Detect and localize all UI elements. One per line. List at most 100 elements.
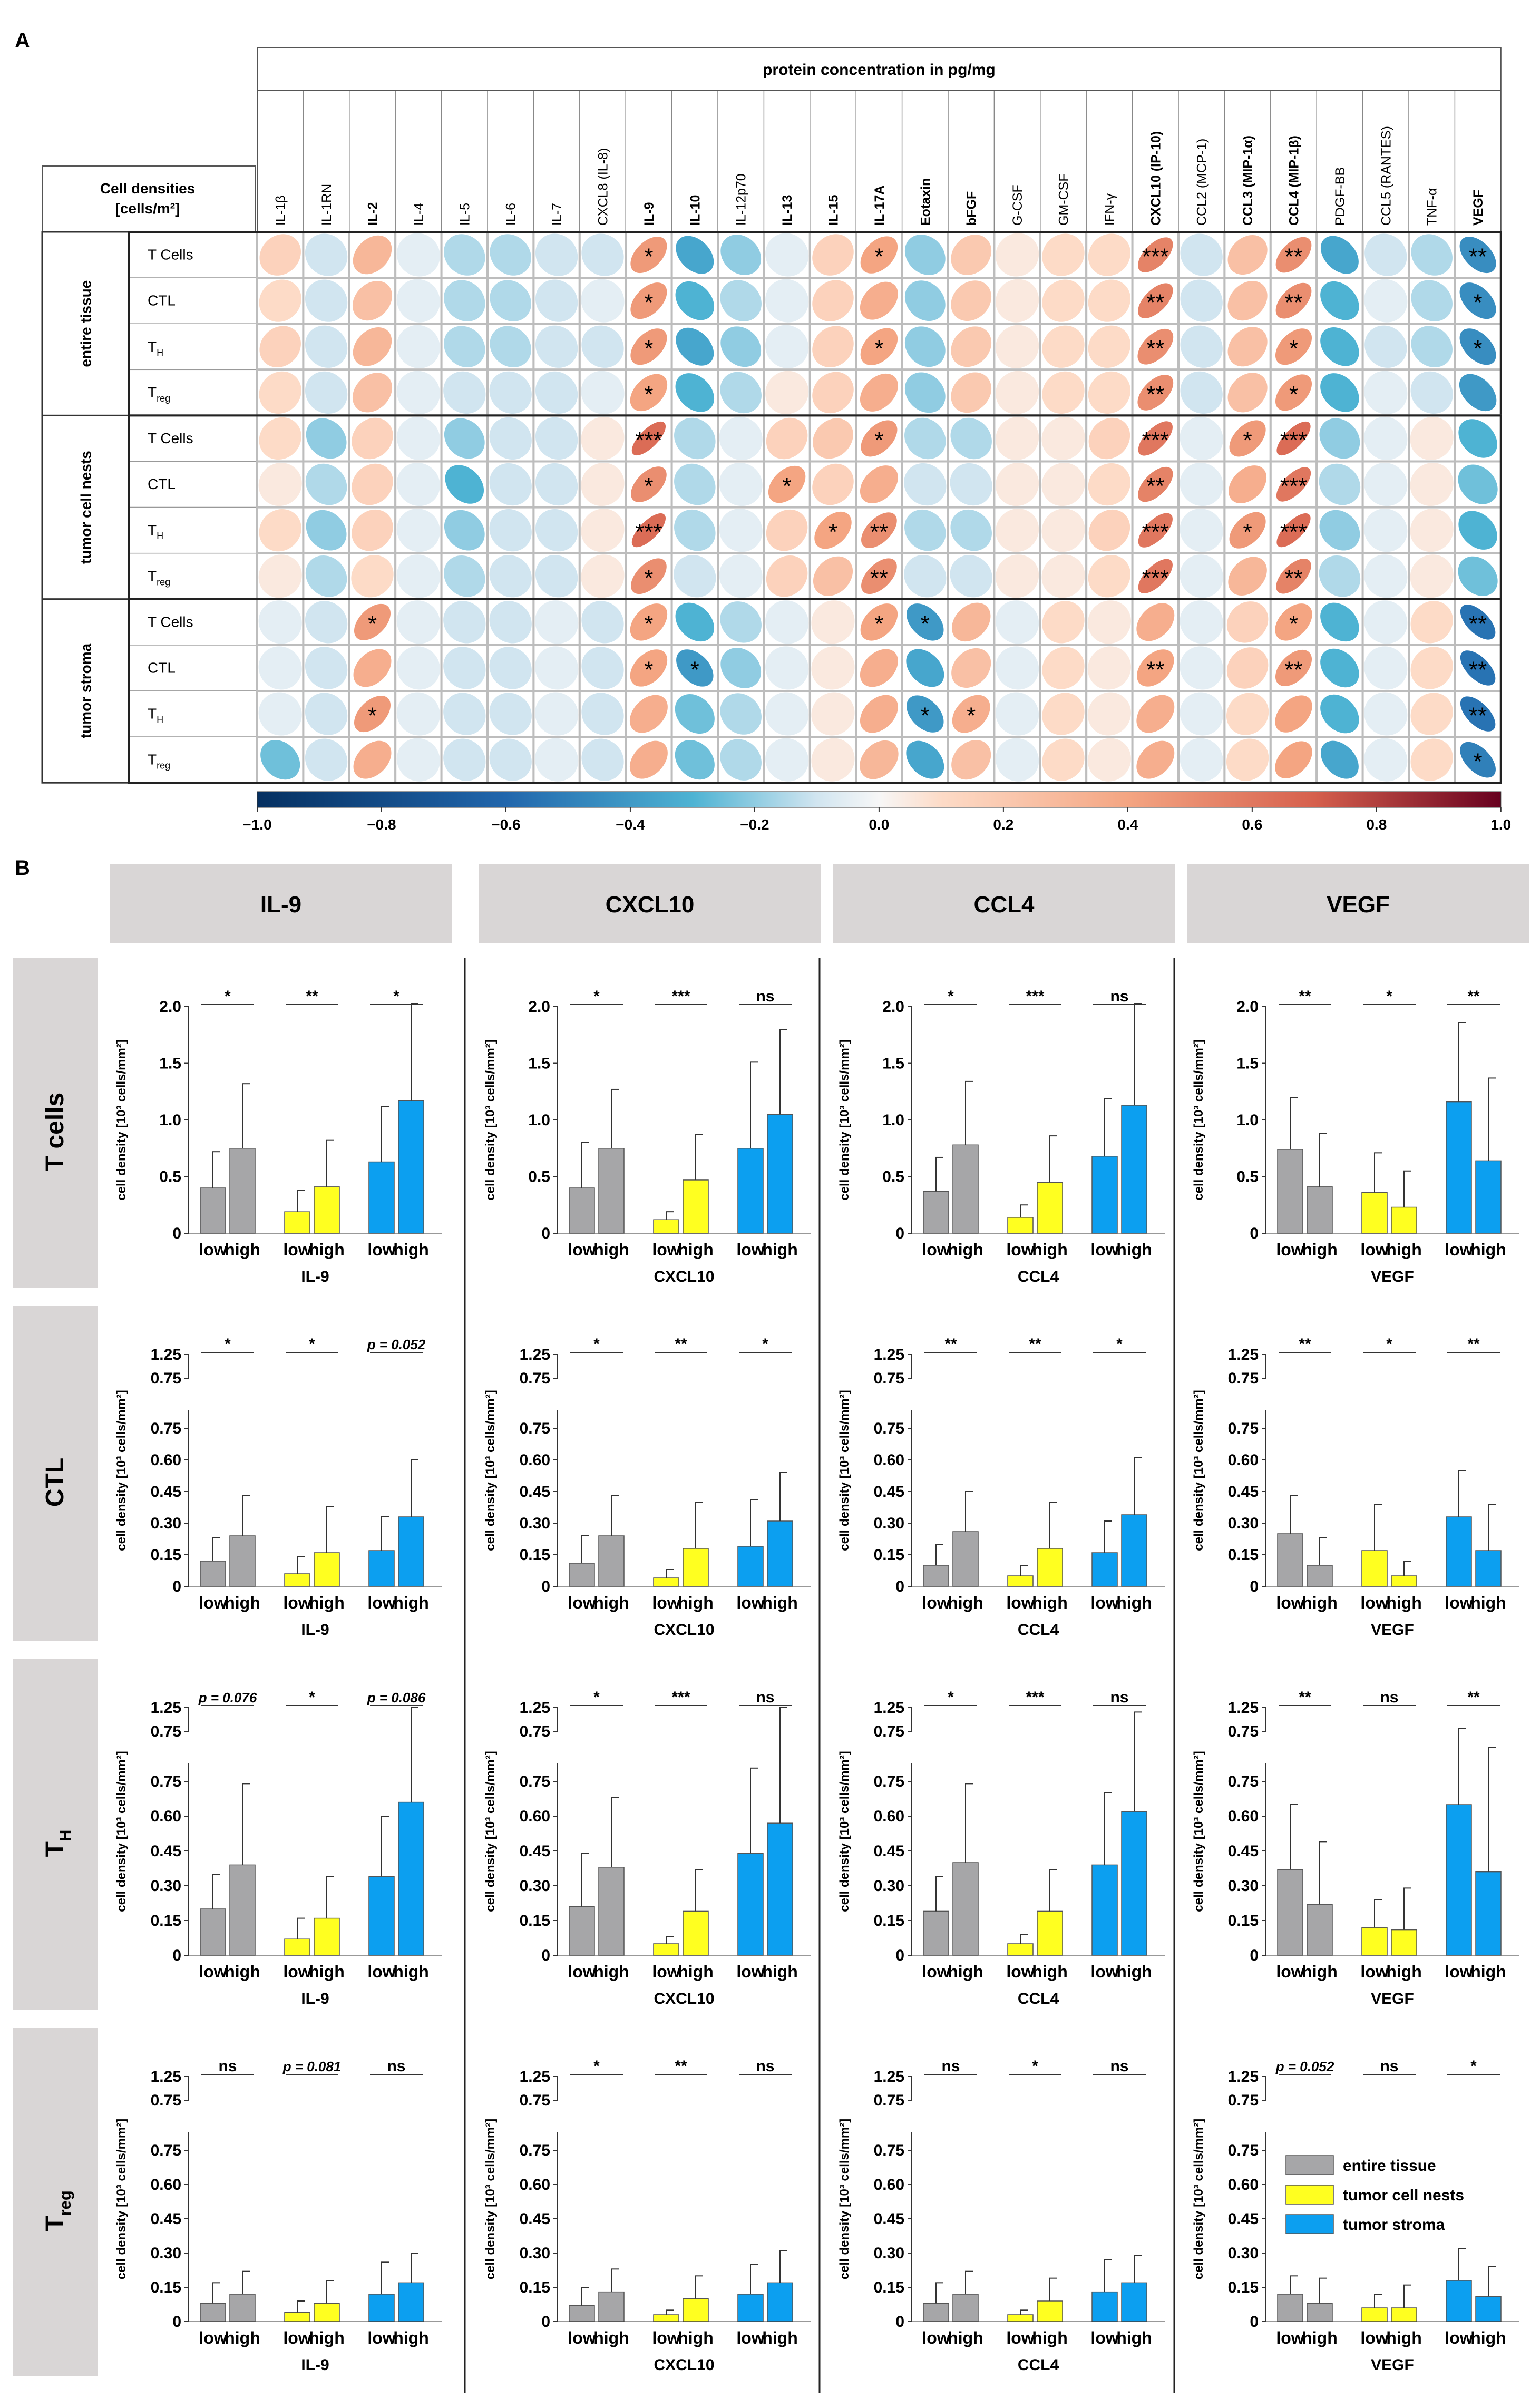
correlation-ellipse bbox=[1364, 462, 1408, 506]
y-axis-label: cell density [10³ cells/mm²] bbox=[114, 2119, 129, 2279]
bar bbox=[284, 2312, 310, 2322]
correlation-ellipse bbox=[396, 509, 440, 552]
correlation-ellipse bbox=[1227, 281, 1268, 321]
x-category-label: low bbox=[736, 2328, 764, 2347]
significance-star: *** bbox=[635, 519, 662, 545]
bar bbox=[569, 1906, 595, 1956]
correlation-ellipse bbox=[305, 371, 348, 414]
bar bbox=[1007, 1943, 1034, 1956]
x-category-label: high bbox=[309, 1240, 345, 1259]
bar bbox=[683, 1179, 709, 1234]
x-category-label: high bbox=[309, 1962, 345, 1981]
correlation-ellipse bbox=[1410, 416, 1454, 461]
correlation-ellipse bbox=[489, 555, 532, 598]
correlation-ellipse bbox=[766, 555, 808, 597]
x-category-label: low bbox=[1090, 1240, 1118, 1259]
correlation-ellipse bbox=[1180, 692, 1223, 736]
correlation-ellipse bbox=[353, 649, 392, 687]
row-header-box bbox=[13, 1306, 98, 1641]
correlation-ellipse bbox=[630, 282, 667, 319]
heatmap-header-box bbox=[257, 47, 1502, 232]
significance-label: ns bbox=[756, 988, 774, 1005]
correlation-ellipse bbox=[1087, 646, 1131, 690]
correlation-ellipse bbox=[1320, 740, 1359, 779]
y-axis-label: cell density [10³ cells/mm²] bbox=[114, 1390, 129, 1551]
correlation-ellipse bbox=[1229, 512, 1266, 549]
correlation-ellipse bbox=[720, 372, 762, 414]
bar bbox=[737, 1546, 764, 1587]
x-category-label: low bbox=[283, 1962, 311, 1981]
correlation-ellipse bbox=[812, 326, 854, 368]
y-tick-label: 1.0 bbox=[528, 1112, 550, 1129]
correlation-ellipse bbox=[352, 281, 393, 321]
y-axis-label: cell density [10³ cells/mm²] bbox=[1192, 1390, 1206, 1551]
correlation-ellipse bbox=[1320, 694, 1359, 734]
x-category-label: high bbox=[948, 1593, 983, 1612]
y-axis-label: cell density [10³ cells/mm²] bbox=[483, 1039, 498, 1200]
y-tick-label: 0 bbox=[172, 1225, 181, 1242]
y-tick-label: 1.25 bbox=[520, 2068, 550, 2085]
colorbar-tick-label: −0.8 bbox=[367, 816, 396, 833]
correlation-ellipse bbox=[765, 279, 809, 323]
bar bbox=[314, 1552, 340, 1587]
correlation-ellipse bbox=[1275, 237, 1312, 273]
significance-star: *** bbox=[1280, 473, 1307, 499]
x-category-label: low bbox=[652, 1593, 680, 1612]
y-tick-label: 0.75 bbox=[520, 2142, 550, 2159]
column-label: IFN-γ bbox=[1103, 193, 1117, 226]
row-label-box bbox=[129, 599, 258, 646]
correlation-ellipse bbox=[675, 281, 715, 320]
correlation-ellipse bbox=[719, 554, 763, 598]
significance-star: ** bbox=[1284, 565, 1302, 591]
y-tick-label: 0.75 bbox=[151, 1370, 181, 1387]
significance-label: ns bbox=[756, 1689, 774, 1706]
correlation-ellipse bbox=[860, 373, 898, 412]
correlation-ellipse bbox=[443, 647, 486, 689]
y-tick-label: 1.25 bbox=[151, 1346, 181, 1363]
significance-star: * bbox=[1474, 749, 1483, 775]
significance-star: ** bbox=[1469, 657, 1487, 683]
bar bbox=[653, 1577, 679, 1587]
significance-label: * bbox=[1116, 1336, 1123, 1353]
x-axis-label: CXCL10 bbox=[654, 1621, 714, 1639]
bar bbox=[1037, 2300, 1063, 2322]
y-tick-label: 0.15 bbox=[151, 1546, 181, 1564]
heatmap-title: protein concentration in pg/mg bbox=[763, 61, 996, 79]
correlation-ellipse bbox=[444, 555, 485, 597]
bar bbox=[1391, 1575, 1417, 1587]
x-category-label: low bbox=[1090, 1962, 1118, 1981]
row-header-label: Treg bbox=[41, 2190, 74, 2231]
x-category-label: low bbox=[199, 1962, 227, 1981]
correlation-ellipse bbox=[950, 417, 992, 460]
x-category-label: low bbox=[1006, 1593, 1034, 1612]
correlation-ellipse bbox=[674, 509, 716, 551]
row-label: CTL bbox=[148, 293, 176, 309]
correlation-ellipse bbox=[352, 463, 393, 505]
row-header-line2: [cells/m²] bbox=[115, 200, 180, 217]
x-category-label: low bbox=[922, 1962, 950, 1981]
correlation-ellipse bbox=[259, 326, 301, 368]
x-category-label: high bbox=[593, 1962, 629, 1981]
correlation-ellipse bbox=[675, 373, 715, 412]
correlation-ellipse bbox=[812, 280, 854, 321]
correlation-ellipse bbox=[952, 695, 990, 733]
correlation-ellipse bbox=[1137, 328, 1174, 365]
x-category-label: low bbox=[199, 2328, 227, 2347]
x-category-label: low bbox=[367, 1593, 395, 1612]
x-axis-label: IL-9 bbox=[301, 1268, 329, 1285]
y-tick-label: 0.15 bbox=[1228, 1546, 1259, 1564]
significance-star: ** bbox=[1469, 611, 1487, 637]
correlation-ellipse bbox=[1276, 513, 1311, 548]
correlation-ellipse bbox=[1229, 420, 1266, 457]
correlation-ellipse bbox=[812, 372, 854, 414]
bar bbox=[952, 1531, 979, 1587]
y-tick-label: 0.75 bbox=[151, 1773, 181, 1790]
y-tick-label: 0 bbox=[541, 2313, 550, 2331]
bar bbox=[683, 1548, 709, 1587]
significance-label: * bbox=[593, 988, 600, 1005]
bar bbox=[653, 1219, 679, 1234]
correlation-ellipse bbox=[1319, 418, 1360, 459]
y-tick-label: 0 bbox=[1250, 1947, 1259, 1964]
x-category-label: low bbox=[1276, 1593, 1304, 1612]
bar bbox=[767, 2282, 793, 2322]
